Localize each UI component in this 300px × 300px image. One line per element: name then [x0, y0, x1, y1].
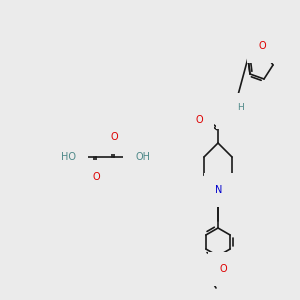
Text: O: O — [219, 264, 227, 274]
Text: O: O — [195, 115, 203, 125]
Text: O: O — [110, 132, 118, 142]
Text: N: N — [227, 107, 235, 117]
Text: O: O — [92, 172, 100, 182]
Text: O: O — [258, 41, 266, 51]
Text: HO: HO — [61, 152, 76, 162]
Text: N: N — [215, 185, 223, 195]
Text: H: H — [237, 103, 243, 112]
Text: OH: OH — [135, 152, 150, 162]
